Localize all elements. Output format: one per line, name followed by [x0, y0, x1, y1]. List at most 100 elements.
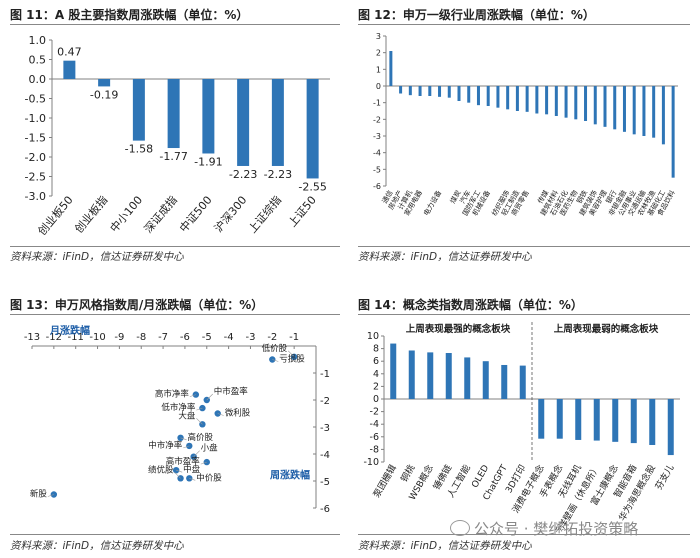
x-tick-label: 铜桃 [398, 463, 417, 485]
y-tick-label: -2.5 [25, 171, 46, 184]
y-tick-label: -4 [373, 149, 381, 158]
data-label: 0.47 [57, 46, 82, 59]
source-rule-fig11 [10, 246, 340, 247]
y-tick-label: 6 [373, 356, 379, 367]
leader-line [287, 350, 295, 358]
x-tick-label: 电力设备 [421, 189, 443, 218]
y-tick-label: -1.5 [25, 132, 46, 145]
title-rule-fig11 [10, 24, 340, 25]
point-label: 中盘 [183, 464, 201, 475]
data-label: -0.19 [90, 88, 118, 101]
panel-title-fig14: 图 14：概念类指数周涨跌幅（单位：%） [358, 298, 583, 312]
y-tick-label: -5 [373, 165, 381, 174]
bar [613, 86, 617, 130]
bar [630, 399, 637, 444]
y-tick-label: -2.0 [25, 151, 46, 164]
chart-sw-style-scatter: -13 -12 -11 -10 -9 -8 -7 -6 -5 -4 -3 -2 -1 -1 -2 -3 -4 -5… [24, 324, 330, 515]
leader-line [180, 437, 187, 441]
leader-line [174, 472, 181, 479]
leader-line [206, 393, 213, 401]
bar [584, 86, 588, 121]
bar [593, 86, 597, 125]
x-tick-label: -8 [136, 332, 146, 343]
chart-concept-index-weekly: 10 86 42 0 -2-4 -6-8 -10 上周表现最强的概念板块 上周表现最弱的概念板块… [363, 322, 680, 530]
panel-title-fig11: 图 11：A 股主要指数周涨跌幅（单位：%） [10, 8, 249, 22]
y-tick-label: -2 [370, 407, 379, 418]
source-note-fig12: 资料来源：iFinD，信达证券研发中心 [358, 251, 532, 263]
source-note-fig11: 资料来源：iFinD，信达证券研发中心 [10, 251, 184, 263]
chart-a-share-index-weekly: 1.0 0.5 0.0 -0.5 -1.0 -1.5 -2.0 -2.5 -3.0 0.47 创业板… [25, 34, 330, 238]
bar [519, 365, 526, 399]
y-tick-label: -4 [320, 450, 330, 461]
x-tick-label: -2 [267, 332, 277, 343]
point-label: 中市净率 [148, 440, 183, 451]
y-tick-label: -3 [320, 423, 330, 434]
y-tick-label: 10 [367, 331, 379, 342]
bar [603, 86, 607, 127]
y-tick-label: -1.0 [25, 112, 46, 125]
bar [202, 79, 215, 154]
x-tick-label: -4 [224, 332, 234, 343]
x-tick-label: -11 [68, 332, 84, 343]
point-label: 微利股 [225, 408, 251, 419]
data-label: -1.58 [125, 143, 153, 156]
bar [464, 357, 471, 399]
y-tick-label: -0.5 [25, 93, 46, 106]
y-tick-label: 0.5 [29, 54, 47, 67]
data-label: -2.23 [229, 168, 257, 181]
bar [622, 86, 626, 132]
y-tick-label: 0 [373, 394, 379, 405]
leader-line [189, 478, 196, 481]
bar [525, 86, 529, 112]
scatter-point [186, 475, 193, 482]
annotation-strongest: 上周表现最强的概念板块 [406, 323, 511, 335]
y-tick-label: 3 [376, 32, 381, 41]
bar [671, 86, 675, 178]
x-tick-label: -6 [180, 332, 190, 343]
point-label: 新股 [30, 489, 48, 500]
bar [667, 399, 674, 456]
point-label: 大盘 [178, 410, 196, 421]
y-tick-label: -6 [370, 432, 379, 443]
bar [538, 399, 545, 439]
leader-line [196, 407, 203, 411]
y-tick-label: -2 [320, 396, 330, 407]
bar [167, 79, 180, 149]
x-tick-label: -1 [289, 332, 299, 343]
point-label: 中市盈率 [214, 386, 249, 397]
x-tick-label: 上证综指 [245, 193, 284, 236]
bar [390, 343, 397, 399]
point-label: 绩优股 [148, 464, 174, 475]
bar [408, 86, 412, 96]
y-tick-label: -6 [373, 182, 381, 191]
scatter-point [192, 391, 200, 398]
y-tick-label: -3 [373, 132, 381, 141]
y-tick-label: -1 [373, 99, 381, 108]
x-tick-label: 上证50 [286, 194, 319, 230]
bar [467, 86, 471, 103]
scatter-point [199, 404, 206, 412]
wechat-icon [450, 520, 470, 536]
bar [496, 86, 500, 108]
leader-line [272, 359, 279, 362]
source-note-fig14: 资料来源：iFinD，信达证券研发中心 [358, 540, 532, 552]
point-label: 低价股 [262, 343, 288, 354]
bar [652, 86, 656, 138]
annotation-weakest: 上周表现最弱的概念板块 [554, 323, 659, 335]
bar [575, 399, 582, 440]
title-rule-fig14 [358, 314, 690, 315]
x-tick-label: 深证成指 [141, 193, 180, 236]
y-tick-label: -4 [370, 419, 379, 430]
leader-line [183, 445, 190, 449]
x-tick-label: -9 [114, 332, 124, 343]
bar [554, 86, 558, 116]
point-label: 高价股 [188, 432, 214, 443]
source-rule-fig12 [358, 246, 690, 247]
x-tick-label: -12 [46, 332, 62, 343]
point-label: 高市净率 [155, 389, 190, 400]
y-tick-label: 0.0 [29, 73, 47, 86]
x-tick-label: 泵团栅辑 [370, 463, 398, 500]
y-tick-label: 2 [373, 381, 379, 392]
bar [438, 86, 442, 97]
bar [271, 79, 284, 166]
